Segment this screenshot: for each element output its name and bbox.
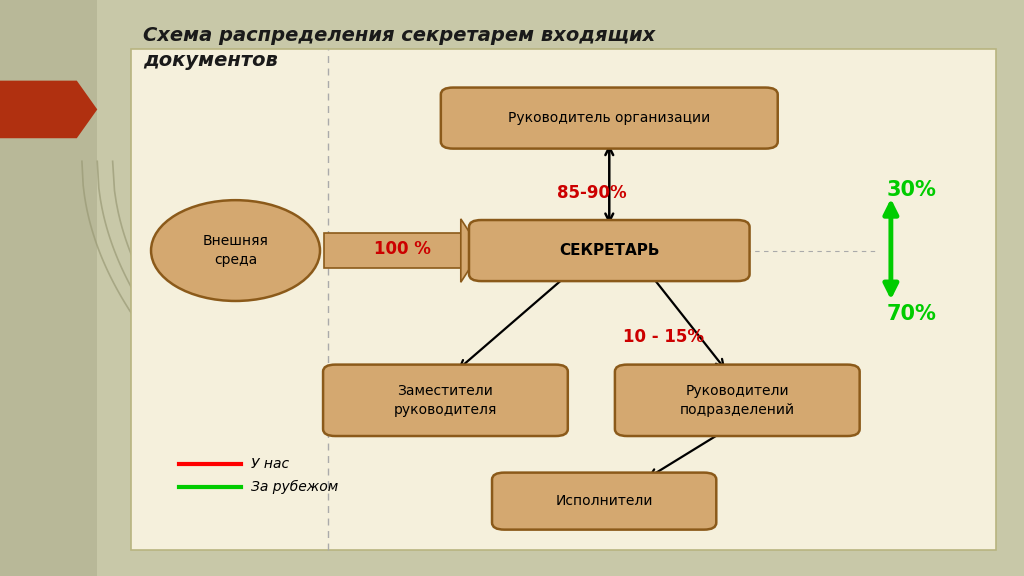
Text: Руководители
подразделений: Руководители подразделений bbox=[680, 384, 795, 416]
Text: Исполнители: Исполнители bbox=[555, 494, 653, 508]
Polygon shape bbox=[461, 219, 481, 282]
FancyBboxPatch shape bbox=[614, 365, 859, 436]
Text: Руководитель организации: Руководитель организации bbox=[508, 111, 711, 125]
Ellipse shape bbox=[152, 200, 319, 301]
FancyBboxPatch shape bbox=[469, 220, 750, 281]
Text: 70%: 70% bbox=[887, 304, 936, 324]
Text: 100 %: 100 % bbox=[374, 240, 431, 258]
FancyBboxPatch shape bbox=[324, 365, 567, 436]
Text: За рубежом: За рубежом bbox=[251, 480, 338, 494]
Text: Внешняя
среда: Внешняя среда bbox=[203, 234, 268, 267]
Text: Схема распределения секретарем входящих
документов: Схема распределения секретарем входящих … bbox=[143, 26, 655, 70]
FancyBboxPatch shape bbox=[0, 0, 97, 576]
Polygon shape bbox=[0, 81, 97, 138]
FancyBboxPatch shape bbox=[131, 49, 996, 550]
FancyBboxPatch shape bbox=[440, 88, 778, 149]
Text: 10 - 15%: 10 - 15% bbox=[623, 328, 705, 346]
Text: СЕКРЕТАРЬ: СЕКРЕТАРЬ bbox=[559, 243, 659, 258]
Text: У нас: У нас bbox=[251, 457, 289, 471]
Text: 30%: 30% bbox=[887, 180, 936, 200]
FancyBboxPatch shape bbox=[492, 472, 716, 530]
Text: Заместители
руководителя: Заместители руководителя bbox=[394, 384, 497, 416]
FancyBboxPatch shape bbox=[324, 233, 461, 268]
Text: 85-90%: 85-90% bbox=[557, 184, 627, 202]
